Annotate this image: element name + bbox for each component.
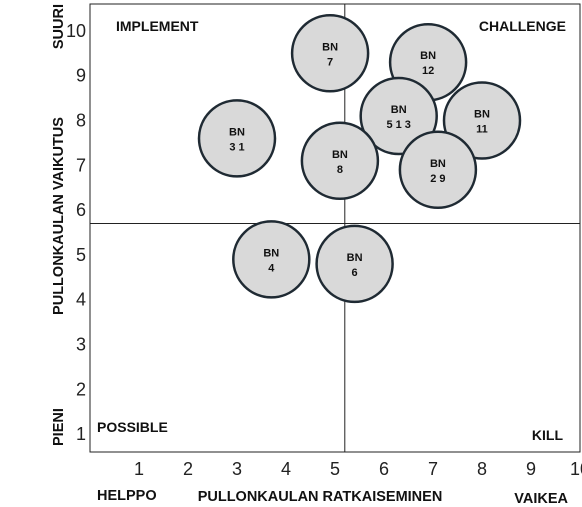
y-tick-label: 8 [76, 110, 86, 130]
y-tick-label: 10 [66, 21, 86, 41]
x-tick-label: 3 [232, 459, 242, 479]
y-axis-high-label: SUURI [51, 4, 67, 49]
bubble-label-line2: 12 [422, 65, 434, 77]
bubble-label-line1: BN [420, 50, 436, 62]
bubble-point: BN 7 [290, 14, 370, 93]
bubble-label-line1: BN [332, 149, 348, 161]
bubble-label-line1: BN [347, 252, 363, 264]
bubble-label-line2: 3 1 [229, 141, 244, 153]
bubble-circle [300, 121, 380, 201]
x-tick-label: 7 [428, 459, 438, 479]
x-axis-title: PULLONKAULAN RATKAISEMINEN [198, 489, 443, 505]
bubble-circle [398, 130, 478, 210]
bubble-point: BN 2 9 [398, 130, 478, 210]
bubble-circle [442, 81, 522, 160]
x-tick-label: 9 [526, 459, 536, 479]
x-tick-label: 2 [183, 459, 193, 479]
bubble-label-line2: 7 [327, 56, 333, 68]
plot-frame [89, 3, 581, 453]
x-tick-label: 10 [570, 459, 582, 479]
bubble-circle [197, 99, 277, 178]
bubble-label-line2: 2 9 [430, 173, 445, 185]
y-tick-label: 9 [76, 66, 86, 86]
x-tick-label: 4 [281, 459, 291, 479]
bubble-label-line1: BN [263, 247, 279, 259]
quadrant-label-kill: KILL [532, 427, 564, 443]
quadrant-label-implement: IMPLEMENT [116, 18, 199, 34]
y-tick-label: 4 [76, 290, 86, 310]
x-axis-low-label: HELPPO [97, 488, 157, 504]
bubble-label-line1: BN [391, 104, 407, 116]
x-axis-ticks: 1 2 3 4 5 6 7 8 9 10 [134, 459, 582, 479]
y-axis-title: PULLONKAULAN VAIKUTUS [51, 117, 67, 315]
bubble-label-line2: 6 [352, 267, 358, 279]
bubble-circle [290, 14, 370, 93]
y-tick-label: 6 [76, 200, 86, 220]
bubble-circle [232, 220, 311, 299]
y-tick-label: 3 [76, 334, 86, 354]
x-axis-high-label: VAIKEA [514, 491, 568, 507]
y-tick-label: 7 [76, 155, 86, 175]
bubble-point: BN 6 [315, 224, 394, 304]
y-axis-low-label: PIENI [51, 408, 67, 446]
x-tick-label: 1 [134, 459, 144, 479]
bubble-label-line2: 5 1 3 [386, 119, 410, 131]
bubble-label-line1: BN [474, 108, 490, 120]
bubble-point: BN 8 [300, 121, 380, 201]
x-tick-label: 5 [330, 459, 340, 479]
bubble-label-line2: 11 [476, 123, 488, 135]
bubble-label-line2: 4 [268, 262, 275, 274]
bubble-point: BN 11 [442, 81, 522, 160]
bubble-label-line1: BN [229, 126, 245, 138]
bubble-point: BN 5 1 3 [359, 76, 438, 156]
quadrant-label-challenge: CHALLENGE [479, 18, 566, 34]
bubble-label-line1: BN [430, 158, 446, 170]
x-tick-label: 6 [379, 459, 389, 479]
quadrant-label-possible: POSSIBLE [97, 419, 168, 435]
y-tick-label: 5 [76, 245, 86, 265]
x-tick-label: 8 [477, 459, 487, 479]
y-tick-label: 1 [76, 424, 86, 444]
bubble-circle [359, 76, 438, 156]
bubbles-layer: BN 7 BN 12 BN 3 1 BN 5 1 3 BN 11 BN 8 BN 2 9 BN 4 BN 6 [197, 14, 522, 304]
bubble-label-line2: 8 [337, 164, 343, 176]
y-axis-ticks: 1 2 3 4 5 6 7 8 9 10 [66, 21, 86, 444]
y-tick-label: 2 [76, 379, 86, 399]
bubble-point: BN 3 1 [197, 99, 277, 178]
bubble-label-line1: BN [322, 41, 338, 53]
bubble-point: BN 4 [232, 220, 311, 299]
bubble-circle [315, 224, 394, 304]
